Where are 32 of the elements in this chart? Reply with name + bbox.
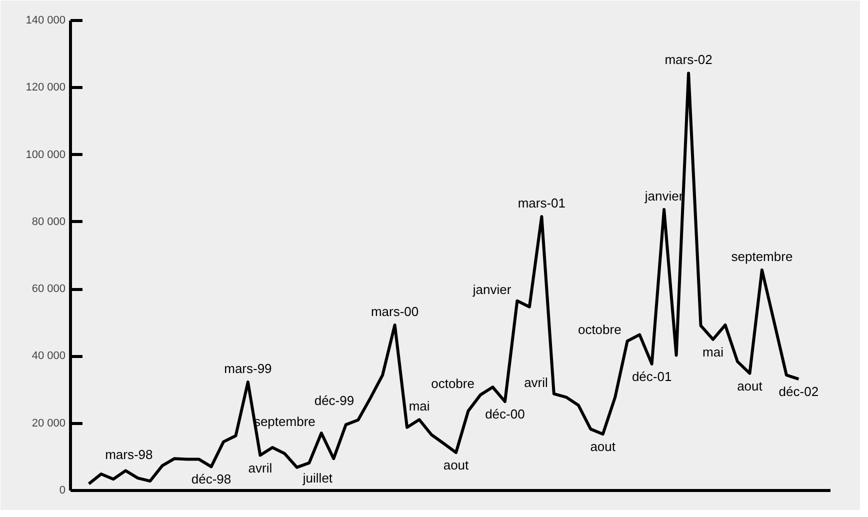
data-label: mars-01 — [518, 196, 566, 211]
data-label: mars-99 — [224, 361, 272, 376]
data-label: juillet — [302, 470, 333, 486]
y-tick-label: 40 000 — [32, 350, 66, 362]
data-label: septembre — [254, 414, 316, 430]
data-label: déc-99 — [314, 393, 354, 408]
y-tick-label: 60 000 — [32, 283, 66, 296]
data-label: aout — [590, 439, 616, 454]
data-label: janvier — [472, 282, 512, 297]
y-tick-label: 80 000 — [32, 216, 66, 228]
data-label: aout — [737, 378, 763, 394]
data-label: avril — [248, 460, 272, 476]
data-label: septembre — [731, 248, 793, 264]
data-label: mars-00 — [370, 304, 419, 319]
data-label: déc-02 — [778, 384, 819, 400]
y-tick-label: 100 000 — [26, 148, 66, 161]
y-tick-label: 20 000 — [32, 417, 66, 430]
data-label: avril — [524, 374, 548, 390]
y-tick-label: 120 000 — [26, 82, 66, 94]
data-label: déc-98 — [191, 472, 232, 487]
data-label: mai — [702, 344, 724, 360]
data-label: janvier — [644, 188, 684, 204]
data-label: octobre — [578, 322, 622, 338]
data-label: octobre — [431, 376, 474, 391]
data-label: aout — [443, 458, 470, 473]
data-label: mars-02 — [664, 52, 712, 68]
data-label: mai — [408, 398, 430, 414]
y-tick-label: 140 000 — [26, 14, 66, 26]
data-label: déc-01 — [632, 368, 672, 384]
data-label: mars-98 — [105, 447, 153, 462]
data-label: déc-00 — [485, 406, 525, 422]
y-tick-label: 0 — [59, 484, 66, 496]
